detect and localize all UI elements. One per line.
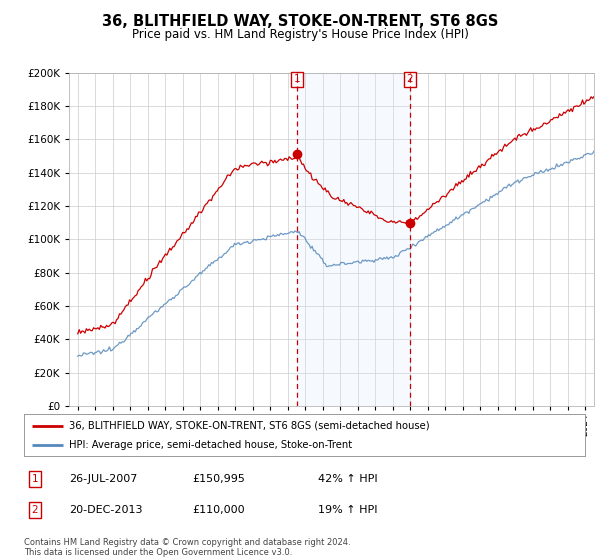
Text: 36, BLITHFIELD WAY, STOKE-ON-TRENT, ST6 8GS: 36, BLITHFIELD WAY, STOKE-ON-TRENT, ST6 … — [102, 14, 498, 29]
Text: HPI: Average price, semi-detached house, Stoke-on-Trent: HPI: Average price, semi-detached house,… — [69, 440, 352, 450]
Text: £150,995: £150,995 — [192, 474, 245, 484]
Text: 2: 2 — [31, 505, 38, 515]
Text: 20-DEC-2013: 20-DEC-2013 — [69, 505, 143, 515]
Text: £110,000: £110,000 — [192, 505, 245, 515]
Text: 2: 2 — [406, 74, 413, 85]
Text: 42% ↑ HPI: 42% ↑ HPI — [318, 474, 377, 484]
Text: 36, BLITHFIELD WAY, STOKE-ON-TRENT, ST6 8GS (semi-detached house): 36, BLITHFIELD WAY, STOKE-ON-TRENT, ST6 … — [69, 421, 430, 431]
Bar — [298, 73, 410, 406]
Text: 1: 1 — [294, 74, 301, 85]
Text: 1: 1 — [31, 474, 38, 484]
Text: Contains HM Land Registry data © Crown copyright and database right 2024.
This d: Contains HM Land Registry data © Crown c… — [24, 538, 350, 557]
Text: 26-JUL-2007: 26-JUL-2007 — [69, 474, 137, 484]
Text: 19% ↑ HPI: 19% ↑ HPI — [318, 505, 377, 515]
Text: Price paid vs. HM Land Registry's House Price Index (HPI): Price paid vs. HM Land Registry's House … — [131, 28, 469, 41]
